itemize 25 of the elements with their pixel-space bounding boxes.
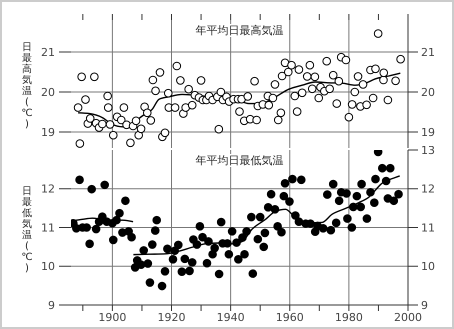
x-tick-label: 2000 (394, 310, 422, 324)
x-tick-label: 1980 (334, 310, 363, 324)
y-tick-label: 9 (48, 298, 55, 312)
y2-tick-label: 12 (421, 182, 435, 196)
y2-tick-label: 11 (421, 221, 435, 234)
x-tick-label: 1960 (276, 310, 304, 324)
y2-tick-label: 19 (421, 126, 435, 139)
y-axis-title: 日最低気温(℃) (20, 186, 34, 274)
chart-title: 年平均日最高気温 (194, 24, 286, 37)
y2-tick-label: 13 (421, 144, 435, 157)
chart-title: 年平均日最低気温 (194, 154, 286, 167)
y2-tick-label: 10 (421, 260, 435, 274)
y2-tick-label: 20 (421, 86, 435, 99)
x-tick-label: 1920 (158, 310, 186, 324)
y-axis-title: 日最高気温(℃) (20, 42, 34, 130)
y-tick-label: 10 (41, 260, 55, 274)
y-tick-label: 20 (41, 86, 55, 99)
y-tick-label: 21 (41, 46, 55, 59)
x-tick-label: 1940 (216, 310, 245, 324)
y2-tick-label: 21 (421, 46, 435, 59)
y-tick-label: 12 (41, 182, 55, 196)
y2-tick-label: 9 (421, 298, 428, 312)
x-tick-label: 1900 (98, 310, 126, 324)
y-tick-label: 11 (41, 221, 55, 234)
y-tick-label: 19 (41, 126, 55, 139)
